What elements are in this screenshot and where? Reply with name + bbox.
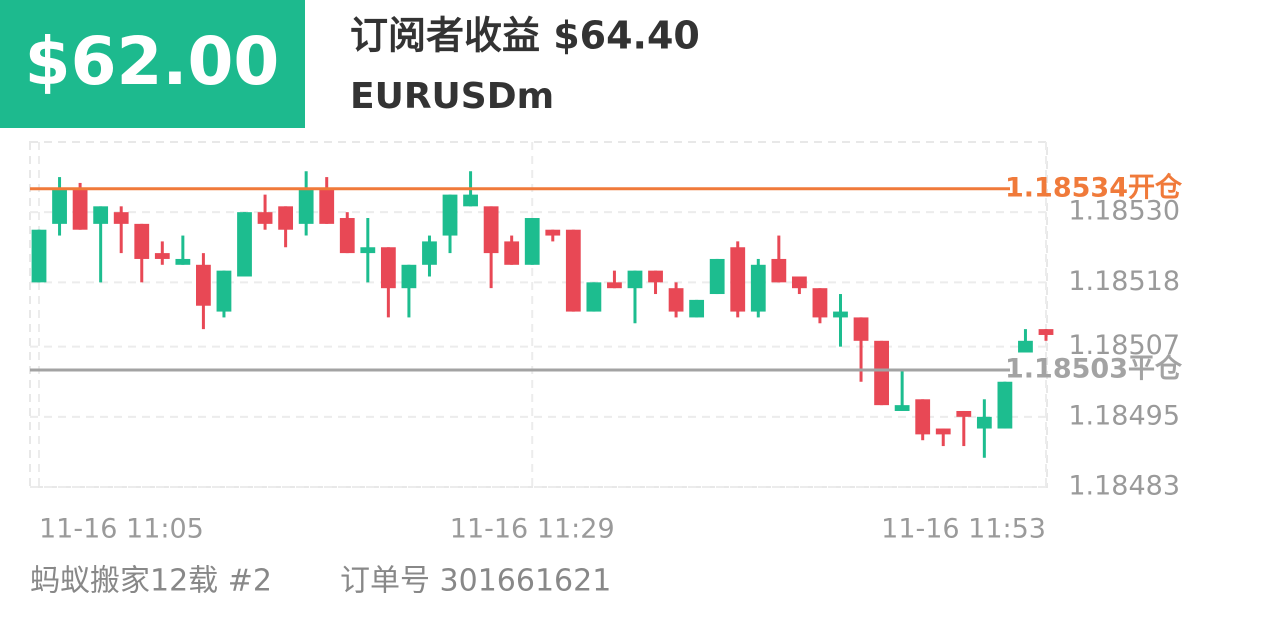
candle-body (380, 247, 396, 289)
candle-body (278, 206, 294, 230)
candle-body (31, 229, 47, 283)
price-line-label: 1.18503平仓 (1005, 354, 1183, 385)
candle-body (216, 270, 232, 312)
candle-body (463, 194, 478, 207)
candle-body (915, 399, 931, 435)
order: 订单号 301661621 (340, 564, 611, 599)
candle-body (894, 405, 910, 411)
candle-body (1038, 329, 1054, 335)
symbol: EURUSDm (350, 76, 554, 117)
x-tick-label: 11-16 11:05 (39, 514, 204, 545)
candle-body (586, 282, 602, 312)
y-tick-label: 1.18495 (1068, 400, 1180, 431)
y-tick-label: 1.18518 (1068, 266, 1180, 297)
candle-body (545, 229, 561, 236)
candle-body (791, 276, 807, 289)
candle-body (319, 188, 335, 224)
candle-body (339, 218, 355, 254)
candle-body (1018, 340, 1033, 353)
plot-frame (29, 141, 1048, 488)
candle-body (853, 317, 869, 341)
candle-body (175, 258, 191, 265)
candle-body (237, 212, 252, 277)
candle-body (771, 258, 787, 283)
y-tick-label: 1.18483 (1068, 471, 1180, 502)
candle-body (257, 212, 273, 224)
candle-body (709, 258, 725, 295)
candle-body (113, 212, 129, 224)
candle-body (730, 247, 746, 312)
x-tick-label: 11-16 11:53 (881, 514, 1046, 545)
profit-box (0, 0, 305, 128)
y-tick-label: 1.18507 (1068, 330, 1180, 361)
candle-body (504, 241, 520, 265)
candle-body (524, 218, 540, 265)
candle-body (360, 247, 376, 254)
candle-body (422, 241, 437, 265)
candle-body (483, 206, 499, 254)
candle-body (668, 288, 684, 312)
y-tick-label: 1.18530 (1068, 196, 1180, 227)
candle-body (134, 223, 150, 259)
account: 蚂蚁搬家12载 #2 (30, 564, 272, 599)
candle-body (874, 340, 889, 406)
candle-body (72, 188, 88, 230)
candle-body (976, 416, 992, 429)
candle-body (833, 311, 848, 318)
candle-body (997, 381, 1013, 429)
candle-body (935, 428, 951, 435)
candle-body (154, 253, 170, 259)
candle-body (565, 229, 581, 312)
candle-body (401, 264, 417, 289)
candle-body (689, 299, 705, 318)
candle-body (812, 288, 828, 318)
x-tick-label: 11-16 11:29 (450, 514, 615, 545)
candle-body (648, 270, 663, 283)
candle-body (52, 188, 67, 224)
candle-body (750, 264, 766, 312)
profit: $62.00 (25, 23, 280, 100)
candle-body (627, 270, 643, 289)
candle-body (442, 194, 458, 236)
title: 订阅者收益 $64.40 (350, 14, 700, 58)
candle-body (93, 206, 109, 224)
candle-body (298, 188, 314, 224)
candle-body (956, 410, 972, 417)
candle-body (607, 282, 622, 289)
price-line-label: 1.18534开仓 (1005, 172, 1183, 203)
candle-body (196, 264, 211, 306)
